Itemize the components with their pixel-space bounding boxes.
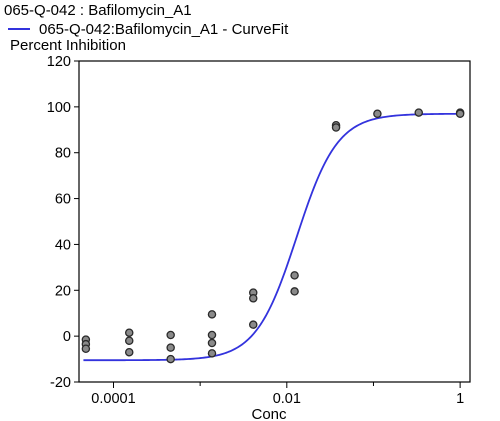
y-axis-ticks: -20 0 20 40 60 80 100 120 — [47, 54, 79, 391]
data-point — [455, 109, 465, 118]
x-axis-label: Conc — [251, 406, 287, 421]
data-point — [248, 294, 258, 303]
data-point — [124, 347, 134, 357]
y-tick-label: 0 — [63, 329, 71, 345]
data-points — [81, 108, 465, 364]
data-point — [124, 328, 134, 337]
x-tick-label: 0.01 — [273, 391, 301, 407]
x-axis-ticks: 0.0001 0.01 1 — [91, 382, 464, 407]
y-tick-label: 80 — [55, 146, 71, 162]
y-tick-label: -20 — [50, 375, 71, 391]
y-tick-label: 100 — [47, 100, 71, 116]
x-tick-label: 1 — [456, 391, 464, 407]
data-point — [414, 108, 423, 117]
fit-curve-line — [83, 112, 462, 362]
chart-title: 065-Q-042 : Bafilomycin_A1 — [4, 2, 192, 19]
x-tick-label: 0.0001 — [91, 391, 135, 407]
data-point — [166, 343, 175, 352]
y-tick-label: 40 — [55, 237, 71, 253]
y-tick-label: 20 — [55, 283, 71, 299]
data-point — [331, 123, 341, 132]
data-point — [290, 287, 299, 296]
plot-frame — [78, 60, 471, 383]
y-axis-label: Percent Inhibition — [10, 37, 126, 54]
data-point — [207, 310, 217, 319]
y-tick-label: 120 — [47, 54, 71, 70]
y-tick-label: 60 — [55, 192, 71, 208]
data-point — [124, 336, 134, 345]
data-point — [166, 330, 175, 340]
data-point — [207, 330, 217, 340]
legend-label: 065-Q-042:Bafilomycin_A1 - CurveFit — [39, 21, 289, 38]
data-point — [207, 349, 217, 358]
data-point — [373, 109, 382, 118]
data-point — [290, 271, 299, 280]
data-point — [207, 338, 217, 348]
data-point — [81, 344, 91, 354]
data-point — [248, 320, 258, 329]
data-point — [166, 354, 175, 364]
